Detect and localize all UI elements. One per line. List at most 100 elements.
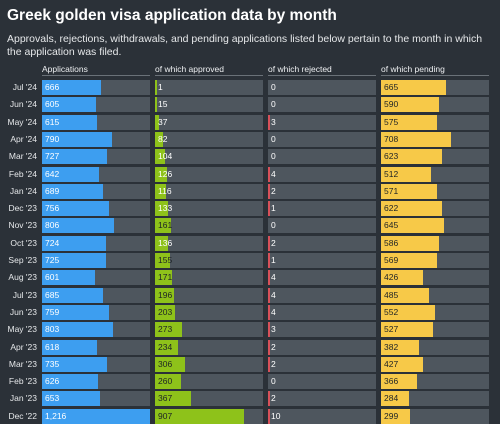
row-label: Apr '23 [10, 341, 37, 352]
value-label: 759 [45, 306, 60, 317]
data-cell: 642 [42, 166, 150, 182]
value-label: 571 [384, 185, 399, 196]
data-cell: 0 [268, 374, 376, 390]
value-label: 790 [45, 133, 60, 144]
row-label: Dec '23 [8, 203, 37, 214]
value-label: 2 [271, 185, 276, 196]
value-bar [381, 304, 436, 320]
value-bar [42, 114, 97, 130]
value-label: 803 [45, 324, 60, 335]
data-cell: 708 [381, 131, 489, 147]
value-label: 2 [271, 393, 276, 404]
value-bar [268, 183, 270, 199]
row-label: Sep '23 [8, 255, 37, 265]
value-bar [155, 356, 186, 372]
data-cell: 0 [268, 149, 376, 165]
value-bar [268, 356, 270, 372]
value-label: 273 [158, 324, 173, 335]
value-label: 645 [384, 220, 399, 231]
value-label: 569 [384, 255, 399, 265]
value-label: 756 [45, 203, 60, 214]
value-label: 725 [45, 255, 60, 265]
value-label: 203 [158, 306, 173, 317]
value-label: 724 [45, 237, 60, 248]
data-cell: 4 [268, 287, 376, 303]
data-cell: 15 [155, 97, 263, 113]
data-cell: 571 [381, 183, 489, 199]
value-bar [381, 149, 443, 165]
data-cell: 136 [155, 235, 263, 251]
value-bar [268, 235, 270, 251]
data-cell: 37 [155, 114, 263, 130]
data-cell: 273 [155, 322, 263, 338]
value-label: 689 [45, 185, 60, 196]
data-cell: 306 [155, 356, 263, 372]
row-label: Jan '24 [9, 185, 37, 196]
column-header: Applications [42, 64, 88, 74]
value-bar [155, 270, 172, 286]
data-cell: 1 [155, 80, 263, 95]
value-label: 299 [384, 410, 399, 421]
data-cell: 735 [42, 356, 150, 372]
data-cell: 0 [268, 131, 376, 147]
value-bar [155, 201, 169, 217]
data-cell: 1 [268, 253, 376, 268]
value-label: 512 [384, 168, 399, 179]
value-label: 382 [384, 341, 399, 352]
row-label: Jul '23 [12, 289, 37, 300]
value-bar [268, 339, 270, 355]
row-label: Feb '23 [8, 376, 37, 387]
data-cell: 626 [42, 374, 150, 390]
value-label: 4 [271, 168, 276, 179]
value-bar [381, 339, 419, 355]
data-cell: 806 [42, 218, 150, 234]
data-cell: 725 [42, 253, 150, 268]
data-cell: 203 [155, 304, 263, 320]
value-bar [42, 80, 102, 95]
value-bar [381, 391, 409, 407]
data-cell: 724 [42, 235, 150, 251]
value-label: 653 [45, 393, 60, 404]
value-bar [268, 304, 270, 320]
data-cell: 552 [381, 304, 489, 320]
value-label: 427 [384, 358, 399, 369]
data-cell: 689 [42, 183, 150, 199]
value-label: 626 [45, 376, 60, 387]
row-label: Dec '22 [8, 410, 37, 421]
value-bar [268, 408, 270, 424]
row-label: Mar '23 [8, 358, 37, 369]
data-cell: 196 [155, 287, 263, 303]
data-cell: 575 [381, 114, 489, 130]
row-label: Jul '24 [12, 82, 37, 92]
value-bar [268, 322, 270, 338]
value-label: 622 [384, 203, 399, 214]
value-bar [155, 287, 175, 303]
row-label: May '24 [7, 116, 38, 127]
value-bar [268, 201, 270, 217]
data-cell: 2 [268, 356, 376, 372]
value-label: 618 [45, 341, 60, 352]
value-label: 665 [384, 82, 399, 92]
value-bar [268, 270, 270, 286]
data-cell: 3 [268, 114, 376, 130]
value-bar [381, 253, 437, 268]
data-cell: 666 [42, 80, 150, 95]
data-cell: 4 [268, 270, 376, 286]
value-bar [381, 166, 432, 182]
value-label: 907 [158, 410, 173, 421]
data-cell: 4 [268, 304, 376, 320]
row-label: Aug '23 [8, 272, 37, 283]
value-label: 260 [158, 376, 173, 387]
value-label: 605 [45, 99, 60, 110]
value-label: 133 [158, 203, 173, 214]
value-bar [381, 131, 451, 147]
value-label: 284 [384, 393, 399, 404]
value-bar [155, 114, 159, 130]
value-label: 735 [45, 358, 60, 369]
data-cell: 645 [381, 218, 489, 234]
data-cell: 4 [268, 166, 376, 182]
value-bar [268, 253, 270, 268]
data-cell: 260 [155, 374, 263, 390]
value-bar [381, 80, 447, 95]
value-bar [42, 253, 107, 268]
